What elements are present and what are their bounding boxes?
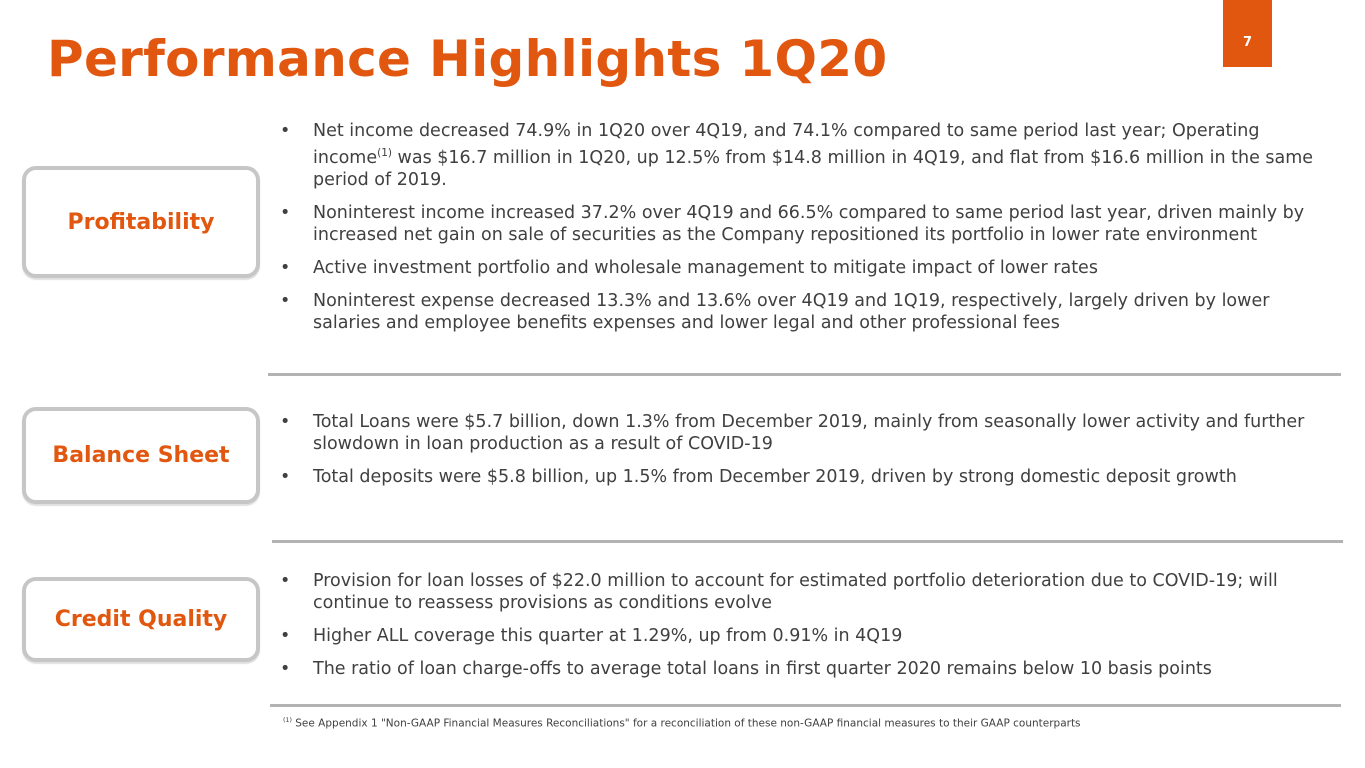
footnote-ref: (1) [377,147,392,159]
page-number-badge: 7 [1223,0,1272,67]
profitability-label-box: Profitability [22,166,260,278]
bullet-icon: • [280,202,291,223]
bullet-icon: • [280,290,291,311]
divider [272,540,1343,543]
bullet-text: was $16.7 million in 1Q20, up 12.5% from… [313,147,1314,190]
bullet-item: • The ratio of loan charge-offs to averag… [280,658,1340,680]
bullet-text: Total deposits were $5.8 billion, up 1.5… [313,467,1237,487]
bullet-icon: • [280,626,291,646]
section-label: Profitability [67,209,215,235]
bullet-icon: • [280,257,291,278]
divider [268,373,1341,376]
profitability-bullets: • Net income decreased 74.9% in 1Q20 over… [280,120,1340,345]
bullet-text: Active investment portfolio and wholesal… [313,257,1098,278]
credit-quality-label-box: Credit Quality [22,577,260,662]
balance-sheet-bullets: • Total Loans were $5.7 billion, down 1.3… [280,411,1340,499]
bullet-item: • Higher ALL coverage this quarter at 1.2… [280,625,1340,647]
bullet-item: • Net income decreased 74.9% in 1Q20 over… [280,120,1340,191]
bullet-icon: • [280,659,291,679]
bullet-text: Net income decreased 74.9% in 1Q20 over … [313,121,1260,168]
bullet-icon: • [280,571,291,591]
footnote: (1) See Appendix 1 "Non-GAAP Financial M… [283,717,1081,730]
bullet-item: • Noninterest income increased 37.2% over… [280,202,1340,246]
bullet-item: • Total deposits were $5.8 billion, up 1.… [280,466,1340,488]
bullet-icon: • [280,121,291,141]
bullet-text: Noninterest income increased 37.2% over … [313,202,1305,245]
bullet-item: • Provision for loan losses of $22.0 mill… [280,570,1340,614]
bullet-icon: • [280,467,291,487]
section-label: Credit Quality [54,607,228,632]
bullet-text: Noninterest expense decreased 13.3% and … [313,290,1270,333]
balance-sheet-label-box: Balance Sheet [22,407,260,504]
credit-quality-bullets: • Provision for loan losses of $22.0 mill… [280,570,1340,691]
bullet-item: • Noninterest expense decreased 13.3% and… [280,290,1340,334]
bullet-text: Higher ALL coverage this quarter at 1.29… [313,626,903,646]
section-label: Balance Sheet [52,443,230,468]
bullet-text: Provision for loan losses of $22.0 milli… [313,571,1278,613]
divider [270,704,1341,707]
footnote-marker: (1) [283,717,292,724]
bullet-text: The ratio of loan charge-offs to average… [313,659,1212,679]
page-title: Performance Highlights 1Q20 [47,30,888,88]
bullet-item: • Active investment portfolio and wholesa… [280,257,1340,279]
bullet-icon: • [280,412,291,432]
bullet-text: Total Loans were $5.7 billion, down 1.3%… [313,412,1305,454]
bullet-item: • Total Loans were $5.7 billion, down 1.3… [280,411,1340,455]
footnote-text: See Appendix 1 "Non-GAAP Financial Measu… [291,717,1081,730]
